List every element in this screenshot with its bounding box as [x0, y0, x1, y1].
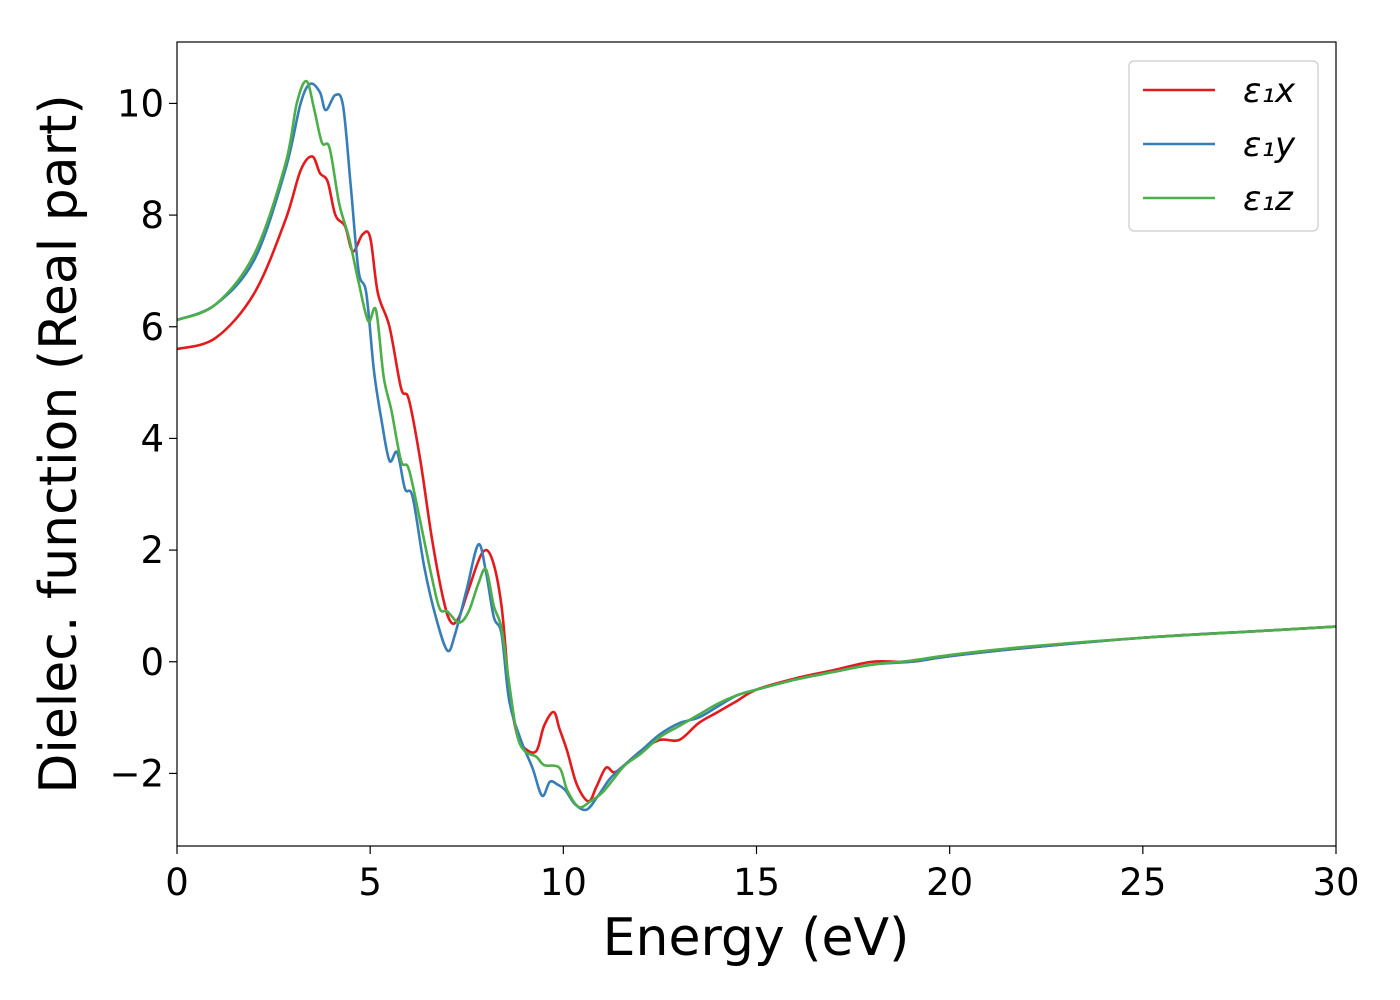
x-tick-label: 5	[358, 861, 382, 904]
x-tick-label: 30	[1312, 861, 1359, 904]
x-tick-label: 20	[926, 861, 973, 904]
legend-label-2: ε₁y	[1243, 125, 1296, 165]
y-axis-title: Dielec. function (Real part)	[29, 94, 89, 793]
x-axis-title: Energy (eV)	[603, 908, 910, 968]
x-axis: 0 5 10 15 20 25 30	[165, 846, 1360, 904]
x-tick-label: 15	[733, 861, 780, 904]
y-tick-label: −2	[109, 752, 164, 795]
x-tick-label: 0	[165, 861, 189, 904]
y-tick-label: 4	[140, 417, 164, 460]
y-axis: −2 0 2 4 6 8 10	[109, 82, 177, 795]
legend-box	[1128, 60, 1319, 232]
y-tick-label: 6	[140, 306, 164, 349]
x-tick-label: 10	[540, 861, 587, 904]
series-layer	[177, 79, 1336, 812]
legend: ε₁x ε₁y ε₁z	[1128, 60, 1319, 232]
legend-label-3: ε₁z	[1243, 179, 1294, 219]
y-tick-label: 8	[140, 194, 164, 237]
x-tick-label: 25	[1119, 861, 1166, 904]
y-tick-label: 0	[140, 641, 164, 684]
y-tick-label: 2	[140, 529, 164, 572]
legend-label-1: ε₁x	[1243, 71, 1296, 111]
series-line-3	[177, 79, 1336, 809]
y-tick-label: 10	[117, 82, 164, 125]
